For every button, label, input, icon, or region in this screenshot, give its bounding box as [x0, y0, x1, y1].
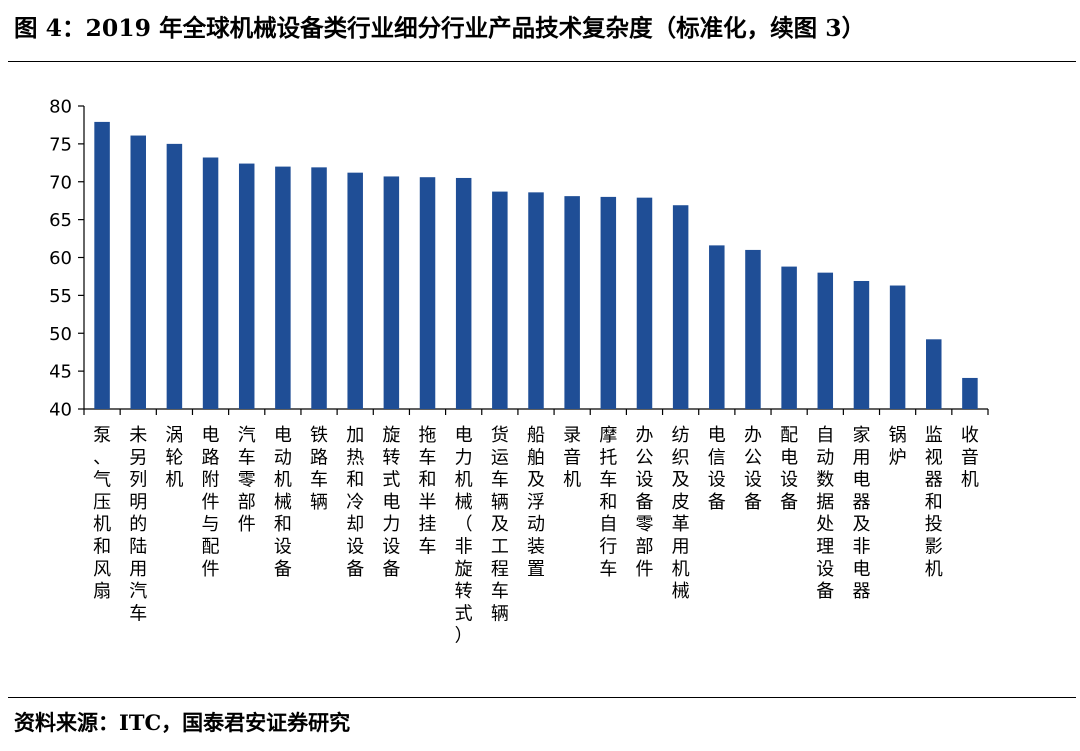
y-tick-label: 70	[49, 172, 72, 193]
category-label: 办公设备零部件	[635, 425, 653, 580]
category-label: 摩托车和自行车	[599, 425, 617, 580]
y-tick-label: 80	[49, 97, 72, 118]
bar	[311, 167, 327, 409]
bar	[926, 339, 942, 409]
category-label: 锅炉	[889, 425, 907, 468]
category-label: 未另列明的陆用汽车	[129, 425, 147, 624]
bar	[672, 205, 689, 409]
y-tick-label: 60	[49, 248, 72, 269]
category-label: 货运车辆及工程车辆	[491, 425, 509, 624]
bar	[817, 272, 834, 409]
category-label: 电动机械和设备	[274, 425, 292, 580]
bar	[238, 163, 255, 409]
y-tick-label: 40	[49, 400, 72, 421]
category-label: 录音机	[563, 425, 581, 491]
y-tick-label: 55	[49, 286, 72, 307]
bar	[275, 166, 291, 409]
category-label: 拖车和半挂车	[419, 425, 437, 558]
bar	[636, 197, 653, 409]
bar	[600, 196, 617, 409]
category-label: 加热和冷却设备	[346, 425, 364, 580]
y-axis: 40 45 50 55 60 65 70 75 80	[49, 97, 85, 421]
bar	[962, 377, 978, 409]
bar	[853, 280, 870, 409]
y-tick-label: 75	[49, 134, 72, 155]
source-divider	[8, 697, 1076, 698]
category-label: 涡轮机	[165, 425, 183, 491]
figure-title: 图 4：2019 年全球机械设备类行业细分行业产品技术复杂度（标准化，续图 3）	[14, 14, 866, 42]
bar	[564, 196, 580, 409]
bar	[781, 266, 797, 409]
category-label: 泵、气压机和风扇	[93, 425, 111, 602]
bar	[528, 192, 544, 409]
category-label: 监视器和投影机	[925, 425, 943, 580]
category-label: 办公设备	[744, 425, 762, 513]
bar	[166, 143, 183, 409]
source-note: 资料来源：ITC，国泰君安证券研究	[14, 710, 351, 735]
category-label: 电力机械（非旋转式）	[455, 425, 473, 647]
bar	[492, 191, 508, 409]
bar	[455, 177, 472, 409]
bar	[419, 177, 436, 409]
category-label: 电信设备	[708, 425, 726, 513]
category-label: 船舶及浮动装置	[527, 425, 545, 580]
bar	[709, 245, 725, 409]
category-label: 纺织及皮革用机械	[672, 425, 690, 602]
bar	[94, 121, 110, 409]
y-tick-label: 50	[49, 324, 72, 345]
category-label: 配电设备	[780, 425, 798, 513]
bar	[383, 176, 400, 409]
x-axis	[83, 408, 989, 415]
y-tick-label: 65	[49, 210, 72, 231]
category-label: 自动数据处理设备	[816, 425, 834, 602]
category-label: 铁路车辆	[310, 425, 328, 513]
category-label: 旋转式电力设备	[382, 425, 400, 580]
bar	[130, 135, 146, 410]
category-label: 电路附件与配件	[202, 425, 220, 580]
title-divider	[8, 61, 1076, 62]
bar	[202, 157, 219, 409]
bar	[347, 172, 363, 409]
bar	[745, 249, 761, 409]
category-label: 家用电器及非电器	[852, 425, 870, 602]
category-label: 收音机	[961, 425, 979, 491]
bar-series	[94, 121, 978, 410]
y-tick-label: 45	[49, 362, 72, 383]
category-label: 汽车零部件	[238, 425, 256, 535]
bar	[889, 285, 906, 409]
